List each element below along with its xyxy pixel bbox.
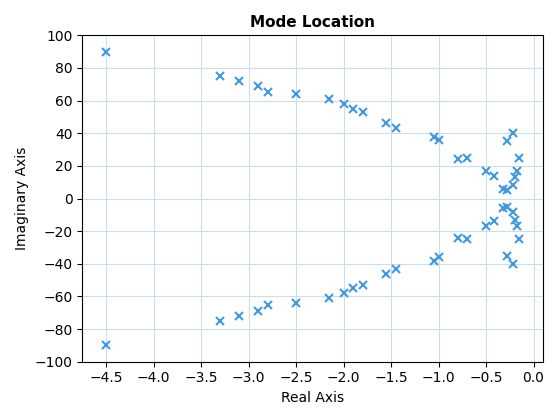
Y-axis label: Imaginary Axis: Imaginary Axis <box>15 147 29 250</box>
X-axis label: Real Axis: Real Axis <box>281 391 344 405</box>
Title: Mode Location: Mode Location <box>250 15 375 30</box>
